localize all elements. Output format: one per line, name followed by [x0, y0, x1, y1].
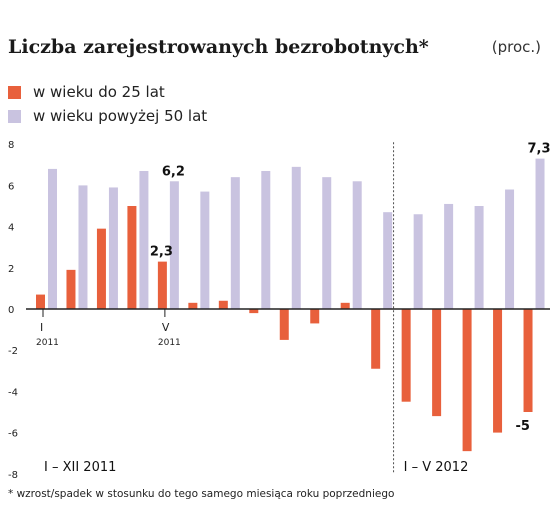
data-label: -5 [516, 419, 530, 434]
bar-under25-13 [432, 309, 442, 417]
bar-under25-5 [188, 302, 198, 309]
y-tick-label: -2 [8, 346, 18, 357]
period-label: I – V 2012 [404, 460, 469, 475]
y-tick-label: 6 [8, 181, 14, 192]
bar-over50-16 [535, 158, 545, 309]
bar-under25-2 [96, 228, 106, 309]
bar-under25-1 [66, 269, 76, 309]
data-label: 6,2 [162, 164, 185, 179]
bar-over50-10 [352, 181, 362, 309]
y-tick-label: -6 [8, 429, 18, 440]
chart-title: Liczba zarejestrowanych bezrobotnych* [8, 36, 429, 58]
legend-item-over50: w wieku powyżej 50 lat [8, 104, 207, 128]
bar-over50-12 [413, 214, 423, 309]
period-label: I – XII 2011 [44, 460, 116, 475]
y-tick-label: -4 [8, 387, 18, 398]
bar-over50-9 [322, 177, 332, 309]
bar-under25-12 [401, 309, 411, 402]
bar-under25-3 [127, 206, 137, 309]
legend-swatch-under25 [8, 85, 21, 99]
x-tick-month-label: I [40, 321, 43, 334]
y-tick-label: 0 [8, 305, 14, 316]
bar-over50-1 [78, 185, 88, 309]
y-tick-label: 4 [8, 223, 14, 234]
y-tick-label: -8 [8, 470, 18, 481]
y-tick-label: 8 [8, 140, 14, 151]
x-tick-year-label: 2011 [158, 338, 181, 348]
data-label: 7,3 [528, 142, 551, 157]
x-tick-month-label: V [162, 321, 170, 334]
bar-under25-14 [462, 309, 472, 452]
bar-under25-11 [371, 309, 381, 369]
bar-under25-15 [493, 309, 503, 433]
data-label: 2,3 [150, 245, 173, 260]
bar-under25-7 [249, 309, 259, 314]
bar-under25-16 [523, 309, 533, 412]
legend-item-under25: w wieku do 25 lat [8, 80, 207, 104]
bar-under25-9 [310, 309, 320, 324]
legend-swatch-over50 [8, 109, 21, 123]
bar-under25-0 [36, 294, 45, 309]
unit-label: (proc.) [491, 38, 541, 56]
bar-over50-6 [230, 177, 240, 309]
bar-over50-14 [474, 206, 484, 309]
bar-over50-11 [383, 212, 393, 309]
legend-label-over50: w wieku powyżej 50 lat [33, 107, 208, 125]
bar-over50-3 [139, 170, 149, 309]
bar-over50-2 [108, 187, 118, 309]
bar-over50-0 [48, 168, 57, 309]
y-tick-label: 2 [8, 264, 14, 275]
bar-under25-6 [218, 300, 228, 309]
footnote: * wzrost/spadek w stosunku do tego sameg… [8, 488, 395, 500]
legend: w wieku do 25 lat w wieku powyżej 50 lat [8, 80, 207, 128]
bar-over50-8 [291, 166, 301, 309]
bar-over50-4 [169, 181, 179, 309]
bar-over50-15 [505, 189, 515, 309]
bar-under25-4 [157, 261, 167, 309]
bar-under25-8 [279, 309, 289, 340]
bar-under25-10 [340, 302, 350, 309]
bar-over50-13 [444, 203, 454, 309]
x-tick-year-label: 2011 [36, 338, 59, 348]
bar-over50-7 [261, 170, 271, 309]
legend-label-under25: w wieku do 25 lat [33, 83, 165, 101]
bar-over50-5 [200, 191, 210, 309]
